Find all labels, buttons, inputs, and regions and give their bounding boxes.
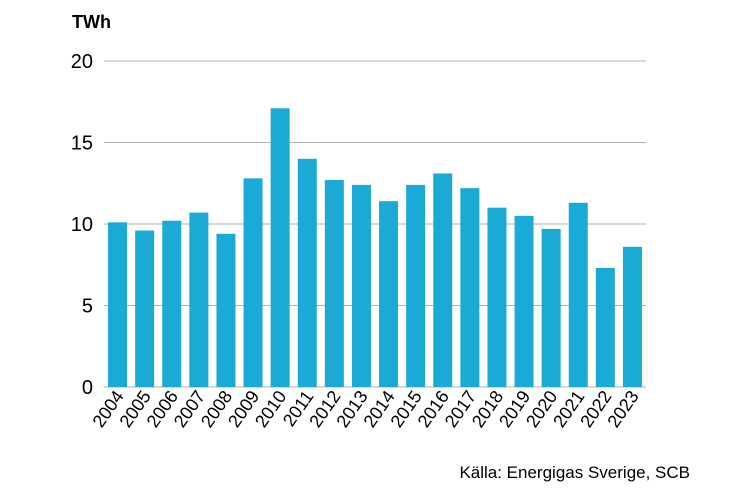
bar-2019 (514, 215, 534, 387)
bar-2010 (270, 108, 290, 388)
bar-2007 (189, 212, 209, 387)
y-axis-unit-label: TWh (72, 12, 111, 32)
bar-2023 (622, 246, 642, 387)
bar-2020 (541, 228, 561, 387)
bar-2016 (433, 173, 453, 387)
y-tick-label-5: 5 (82, 296, 93, 318)
bar-2022 (595, 268, 615, 387)
bar-2009 (243, 178, 263, 387)
y-tick-label-20: 20 (71, 51, 93, 73)
bar-2004 (108, 222, 128, 387)
bar-2008 (216, 233, 236, 387)
y-tick-label-10: 10 (71, 214, 93, 236)
bar-2015 (406, 184, 426, 387)
bar-2011 (297, 158, 317, 387)
bar-2021 (568, 202, 588, 387)
bar-2014 (379, 201, 399, 387)
y-tick-label-0: 0 (82, 377, 93, 399)
bar-2018 (487, 207, 507, 387)
bar-2012 (324, 179, 344, 387)
bar-2013 (351, 184, 371, 387)
x-tick-label-2023: 2023 (603, 387, 642, 431)
y-tick-label-15: 15 (71, 133, 93, 155)
source-note: Källa: Energigas Sverige, SCB (459, 463, 690, 482)
bar-2005 (135, 230, 155, 387)
bar-2006 (162, 220, 182, 387)
bar-2017 (460, 188, 480, 387)
